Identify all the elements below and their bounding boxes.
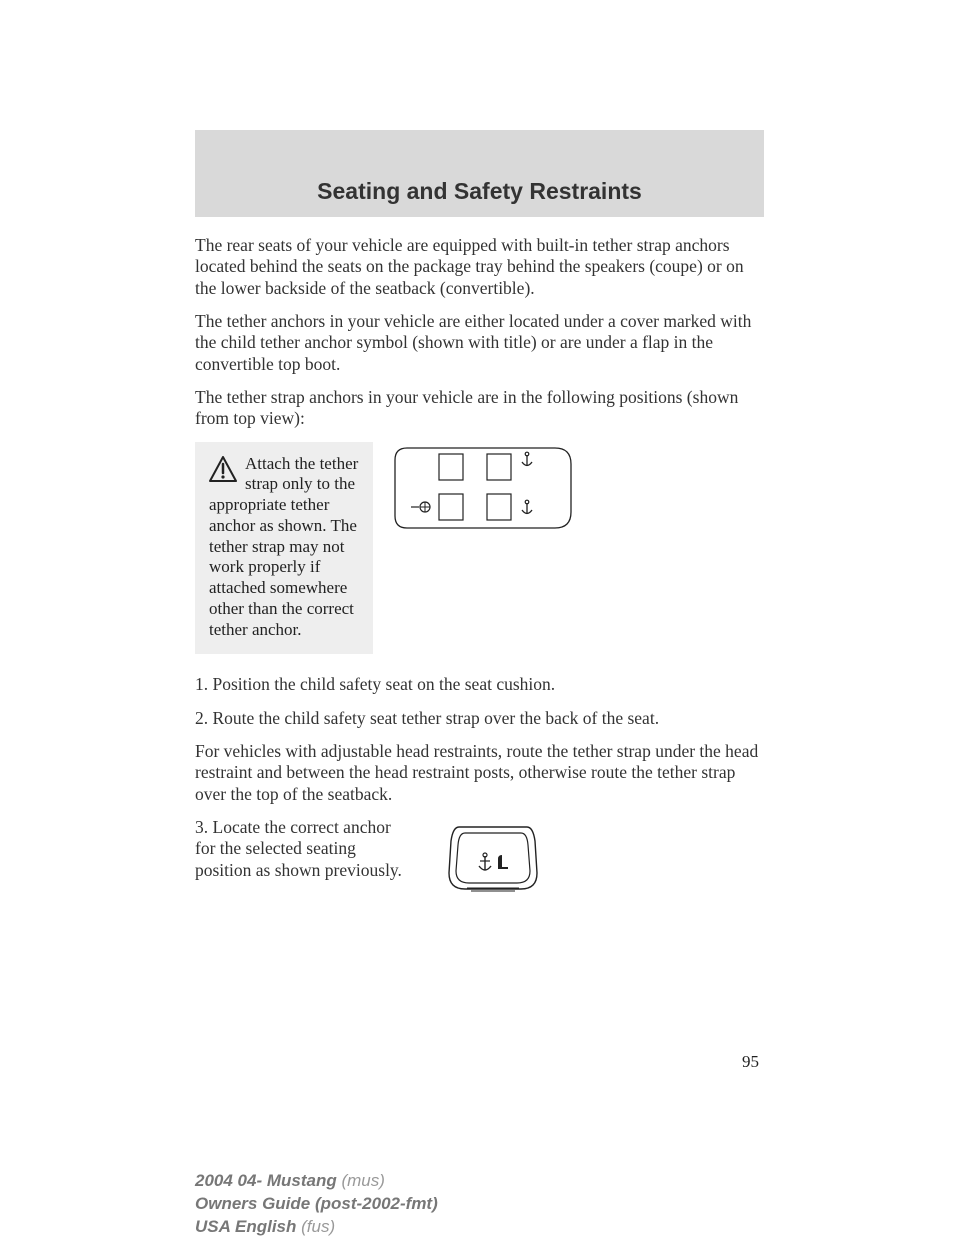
paragraph: The tether strap anchors in your vehicle… <box>195 387 764 430</box>
warning-icon <box>209 456 237 488</box>
footer-line: USA English (fus) <box>195 1216 438 1239</box>
footer-line: 2004 04- Mustang (mus) <box>195 1170 438 1193</box>
section-title-bar: Seating and Safety Restraints <box>195 130 764 217</box>
warning-box: Attach the tether strap only to the appr… <box>195 442 373 655</box>
footer: 2004 04- Mustang (mus) Owners Guide (pos… <box>195 1170 438 1239</box>
anchor-cover-diagram <box>443 817 543 900</box>
paragraph: The tether anchors in your vehicle are e… <box>195 311 764 375</box>
vehicle-top-view-diagram <box>387 442 764 534</box>
body-text: The rear seats of your vehicle are equip… <box>195 235 764 900</box>
warning-and-diagram-row: Attach the tether strap only to the appr… <box>195 442 764 655</box>
step: 3. Locate the correct anchor for the sel… <box>195 817 413 881</box>
paragraph: The rear seats of your vehicle are equip… <box>195 235 764 299</box>
step: 1. Position the child safety seat on the… <box>195 674 764 695</box>
section-title: Seating and Safety Restraints <box>215 178 744 205</box>
page-number: 95 <box>742 1052 759 1072</box>
step-with-figure: 3. Locate the correct anchor for the sel… <box>195 817 764 900</box>
footer-line: Owners Guide (post-2002-fmt) <box>195 1193 438 1216</box>
page: Seating and Safety Restraints The rear s… <box>0 0 954 1235</box>
paragraph: For vehicles with adjustable head restra… <box>195 741 764 805</box>
step: 2. Route the child safety seat tether st… <box>195 708 764 729</box>
